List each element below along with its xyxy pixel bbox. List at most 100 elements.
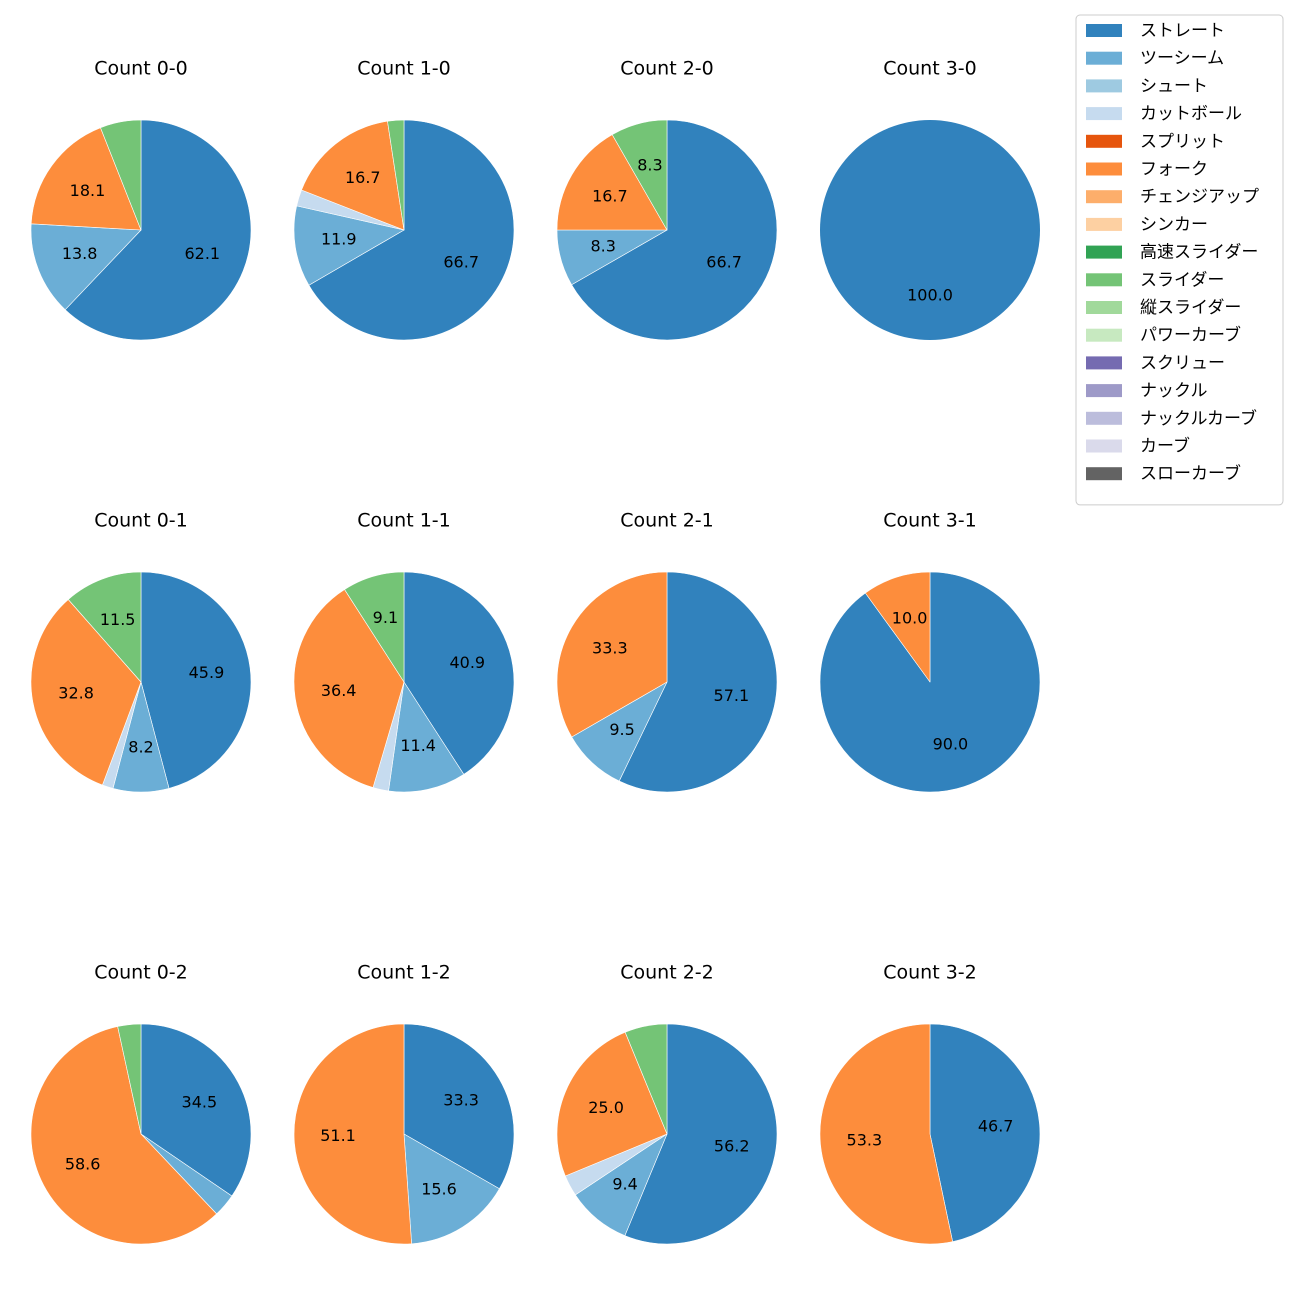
- legend-swatch: [1086, 301, 1122, 314]
- pie-slice: [30, 1026, 217, 1245]
- slice-label: 66.7: [443, 252, 479, 271]
- pie-slice: [556, 1031, 668, 1177]
- legend-swatch: [1086, 245, 1122, 259]
- pie-slice: [64, 119, 252, 341]
- slice-label: 66.7: [706, 253, 742, 272]
- pie-slice: [819, 1023, 953, 1245]
- chart-title: Count 3-2: [883, 962, 977, 984]
- pie-chart: Count 2-2 56.2 9.4 25.0: [556, 962, 778, 1245]
- pie-slice: [618, 571, 778, 793]
- slice-label: 16.7: [592, 186, 628, 205]
- legend-item: ナックルカーブ: [1086, 408, 1257, 429]
- pie-chart: Count 2-1 57.1 9.5 33.3: [556, 510, 778, 793]
- pie-chart: Count 1-1 40.9 11.4 36.4 9.1: [293, 510, 515, 793]
- pie-slice: [388, 681, 465, 793]
- slice-label: 32.8: [58, 683, 94, 702]
- legend-label: ストレート: [1140, 21, 1225, 41]
- legend-label: シンカー: [1140, 215, 1208, 235]
- legend-swatch: [1086, 24, 1122, 37]
- slice-label: 8.2: [128, 738, 153, 757]
- slice-label: 46.7: [978, 1117, 1014, 1136]
- legend-label: スライダー: [1140, 270, 1224, 290]
- legend-item: ツーシーム: [1086, 49, 1224, 69]
- slice-label: 15.6: [421, 1179, 457, 1198]
- chart-title: Count 2-0: [620, 58, 714, 80]
- legend-item: スローカーブ: [1086, 463, 1241, 484]
- legend-swatch: [1086, 384, 1122, 398]
- slice-label: 57.1: [714, 686, 750, 705]
- pie-slice: [117, 1023, 142, 1135]
- pie-chart: Count 0-1 45.9 8.2 32.8 11.5: [30, 510, 252, 793]
- legend-label: ナックル: [1140, 381, 1208, 401]
- pie-grid: Count 0-0 62.1 13.8 18.1 Count 1-0 66.7 11.9 16…: [30, 58, 1041, 1245]
- legend-label: ツーシーム: [1140, 49, 1224, 69]
- chart-title: Count 3-1: [883, 510, 977, 532]
- legend-item: 高速スライダー: [1086, 243, 1258, 263]
- slice-label: 9.1: [373, 608, 398, 627]
- slice-label: 11.4: [400, 736, 436, 755]
- legend-item: パワーカーブ: [1086, 325, 1241, 346]
- slice-label: 56.2: [714, 1136, 750, 1155]
- pie-slice: [30, 599, 142, 786]
- legend-item: カーブ: [1086, 436, 1190, 457]
- chart-title: Count 2-2: [620, 962, 714, 984]
- pie-slice: [929, 1023, 1041, 1242]
- slice-label: 53.3: [847, 1130, 883, 1149]
- slice-label: 25.0: [588, 1098, 624, 1117]
- slice-label: 13.8: [62, 244, 98, 263]
- pie-slice: [624, 1023, 778, 1245]
- pie-chart: Count 0-2 34.5 58.6: [30, 962, 252, 1245]
- pie-slice: [308, 119, 515, 341]
- legend-label: ナックルカーブ: [1140, 408, 1257, 429]
- legend-label: スローカーブ: [1140, 463, 1241, 484]
- slice-label: 10.0: [892, 609, 928, 628]
- legend-label: チェンジアップ: [1140, 187, 1259, 207]
- pie-slice: [100, 119, 142, 231]
- chart-title: Count 0-2: [94, 962, 188, 984]
- legend-label: スクリュー: [1140, 353, 1225, 373]
- pie-slice: [293, 205, 405, 286]
- pie-slice: [301, 120, 405, 231]
- slice-label: 58.6: [65, 1154, 101, 1173]
- slice-label: 100.0: [907, 286, 953, 305]
- chart-title: Count 2-1: [620, 510, 714, 532]
- pie-chart: Count 1-0 66.7 11.9 16.7: [293, 58, 515, 341]
- pie-slice: [387, 119, 405, 231]
- pie-slice: [140, 571, 252, 789]
- slice-label: 40.9: [449, 653, 485, 672]
- pie-slice: [571, 119, 778, 341]
- pie-slice: [30, 127, 142, 231]
- legend-label: 縦スライダー: [1140, 298, 1241, 318]
- slice-label: 36.4: [321, 681, 357, 700]
- pie-slice: [293, 1023, 412, 1245]
- pie-slice: [344, 571, 405, 683]
- pie-chart: Count 3-0 100.0: [820, 58, 1040, 340]
- legend-swatch: [1086, 134, 1122, 148]
- legend-item: シンカー: [1086, 215, 1208, 235]
- legend-swatch: [1086, 467, 1122, 481]
- slice-label: 90.0: [933, 734, 969, 753]
- slice-label: 8.3: [591, 237, 616, 256]
- pie-slice: [556, 134, 668, 231]
- legend-swatch: [1086, 51, 1122, 65]
- legend-swatch: [1086, 79, 1122, 93]
- pie-slice: [30, 223, 142, 311]
- pie-chart: Count 3-2 46.7 53.3: [819, 962, 1041, 1245]
- legend-label: スプリット: [1140, 132, 1225, 152]
- pie-chart: Count 3-1 90.0 10.0: [819, 510, 1041, 793]
- pie-slice: [403, 1133, 500, 1245]
- legend-swatch: [1086, 439, 1122, 453]
- legend: ストレートツーシームシュートカットボールスプリットフォークチェンジアップシンカー…: [1075, 14, 1284, 506]
- pie-chart: Count 0-0 62.1 13.8 18.1: [30, 58, 252, 341]
- legend-label: シュート: [1140, 76, 1208, 96]
- pie-slice: [403, 1023, 515, 1190]
- legend-item: カットボール: [1086, 104, 1242, 124]
- legend-swatch: [1086, 190, 1122, 204]
- pie-chart: Count 2-0 66.7 8.3 16.7 8.3: [556, 58, 778, 341]
- chart-title: Count 1-0: [357, 58, 451, 80]
- pie-chart: Count 1-2 33.3 15.6 51.1: [293, 962, 515, 1245]
- slice-label: 33.3: [443, 1090, 479, 1109]
- slice-label: 45.9: [189, 663, 225, 682]
- legend-swatch: [1086, 217, 1122, 231]
